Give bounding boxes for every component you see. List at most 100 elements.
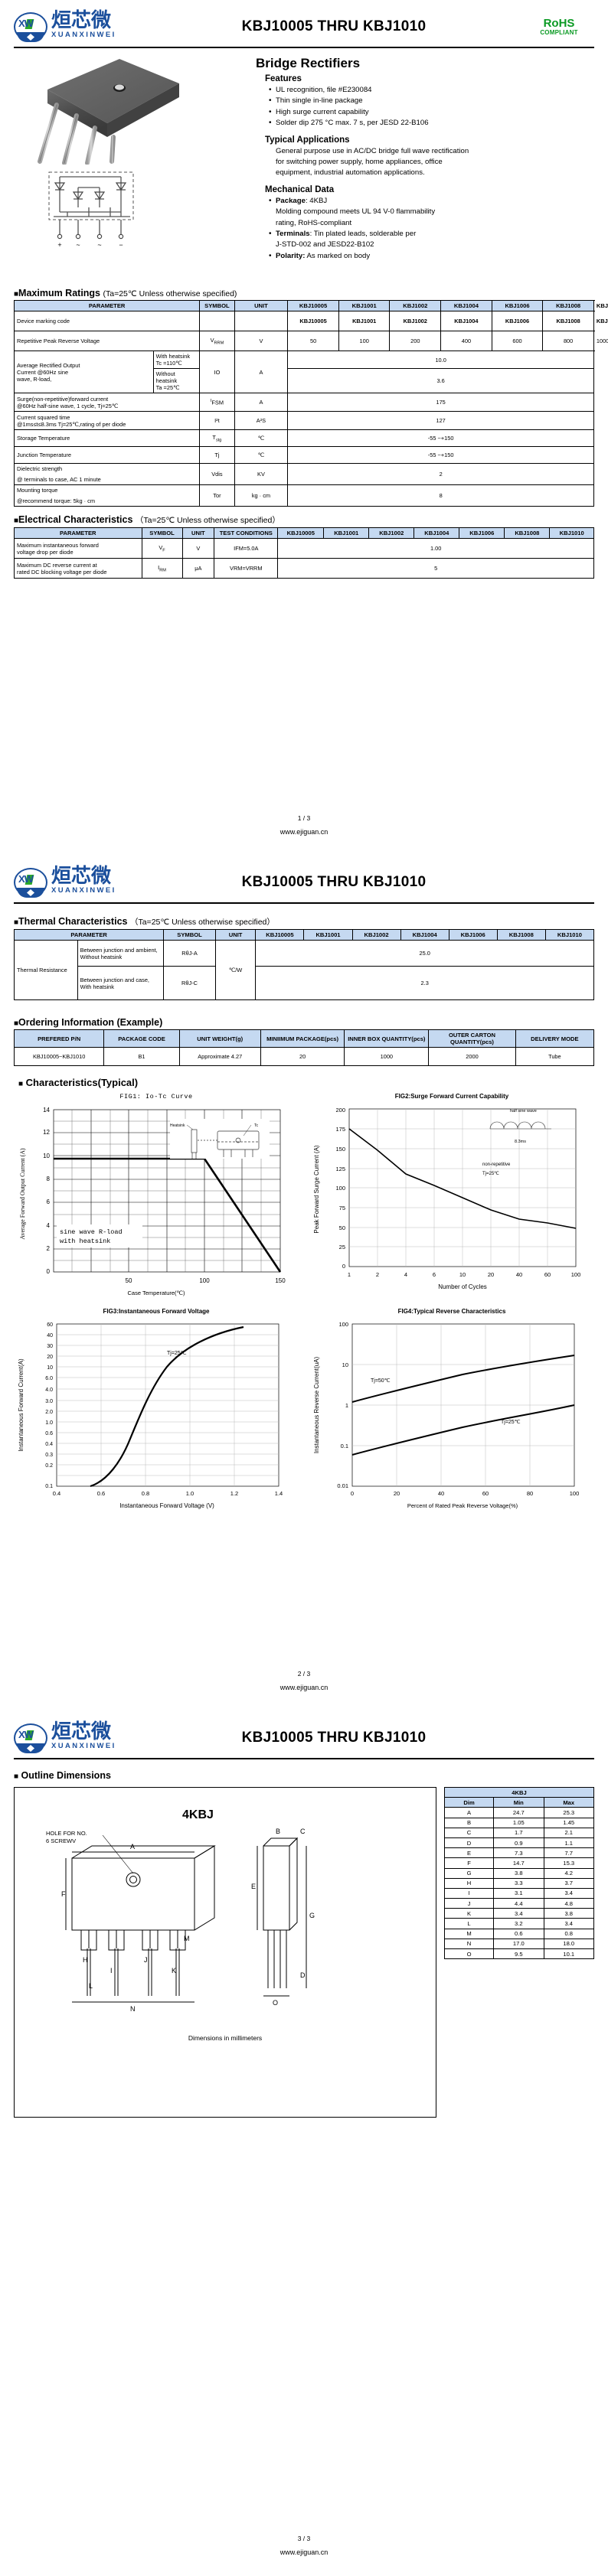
col-kbj10005: KBJ10005 bbox=[277, 527, 325, 540]
page-header-3: XW 烜芯微 XUANXINWEI KBJ10005 THRU KBJ1010 bbox=[14, 1711, 594, 1754]
chart-ylabel: Peak Forward Surge Current (A) bbox=[313, 1145, 320, 1233]
row-condition: With heatsink Tc =110℃ bbox=[152, 351, 201, 370]
table-row: Junction Temperature Tj ℃ -55 ~+150 bbox=[13, 446, 594, 465]
characteristics-label: Characteristics(Typical) bbox=[25, 1077, 139, 1088]
row-param: Junction Temperature bbox=[13, 446, 201, 465]
dim-min: 0.6 bbox=[493, 1928, 544, 1939]
table-row: G 3.8 4.2 bbox=[443, 1867, 595, 1879]
col-symbol: SYMBOL bbox=[199, 300, 235, 312]
table-row: Mounting torque @recommend torque: 5kg ·… bbox=[13, 484, 594, 507]
svg-text:1.0: 1.0 bbox=[186, 1490, 194, 1497]
thermal-title: ■Thermal Characteristics （Ta=25℃ Unless … bbox=[14, 916, 275, 927]
svg-text:4.0: 4.0 bbox=[45, 1387, 53, 1393]
row-symbol: IO bbox=[199, 351, 235, 394]
dim-label-L: L bbox=[89, 1982, 93, 1990]
svg-text:75: 75 bbox=[339, 1205, 345, 1211]
row-symbol: VF bbox=[141, 538, 183, 559]
table-row: Between junction and case, With heatsink… bbox=[15, 966, 594, 1000]
svg-text:100: 100 bbox=[199, 1277, 210, 1284]
outline-drawing: 4KBJ HOLE FOR NO. 6 SCREWV bbox=[14, 1787, 436, 2118]
dim-max: 25.3 bbox=[543, 1807, 595, 1818]
chart-annotation: Tj=25℃ bbox=[482, 1172, 499, 1176]
table-row: B 1.05 1.45 bbox=[443, 1817, 595, 1828]
table-row: Repetitive Peak Reverse Voltage VRRM V 5… bbox=[13, 331, 608, 352]
row-group-label: Thermal Resistance bbox=[14, 940, 78, 1000]
logo-icon: XW bbox=[14, 1723, 49, 1754]
cell-value: 1.00 bbox=[277, 538, 594, 559]
list-item: High surge current capability bbox=[269, 106, 594, 118]
intro-text: Bridge Rectifiers Features UL recognitio… bbox=[244, 56, 594, 268]
svg-text:0.8: 0.8 bbox=[142, 1490, 149, 1497]
row-param: Between junction and ambient, Without he… bbox=[77, 940, 165, 967]
svg-text:150: 150 bbox=[335, 1146, 345, 1153]
footer-url: www.ejiguan.cn bbox=[279, 828, 329, 836]
svg-text:14: 14 bbox=[43, 1107, 50, 1114]
dim-label-N: N bbox=[130, 2005, 136, 2013]
chart-ylabel: Average Forward Output Current (A) bbox=[19, 1148, 26, 1240]
mech-label: Polarity: bbox=[276, 251, 306, 260]
cell-value: 50 bbox=[287, 331, 339, 352]
col-kbj1006: KBJ1006 bbox=[459, 527, 505, 540]
brand-name-cn: 烜芯微 bbox=[51, 1720, 112, 1743]
dim-label-C: C bbox=[300, 1828, 306, 1835]
col-delivery-mode: DELIVERY MODE bbox=[515, 1029, 595, 1048]
table-row: Average Rectified Output Current @60Hz s… bbox=[14, 351, 594, 394]
ordering-title: ■Ordering Information (Example) bbox=[14, 1017, 163, 1028]
svg-text:2: 2 bbox=[376, 1271, 379, 1278]
list-item: Package: 4KBJ bbox=[269, 195, 594, 207]
dim-min: 3.8 bbox=[493, 1867, 544, 1879]
col-unit-weight: UNIT WEIGHT(g) bbox=[178, 1029, 261, 1048]
col-kbj1002: KBJ1002 bbox=[389, 300, 442, 312]
brand-name-cn: 烜芯微 bbox=[51, 9, 112, 32]
mech-value: : 4KBJ bbox=[305, 196, 328, 205]
svg-text:0.1: 0.1 bbox=[341, 1443, 348, 1449]
svg-text:6: 6 bbox=[47, 1198, 51, 1205]
row-unit bbox=[234, 311, 289, 332]
svg-text:+: + bbox=[57, 241, 61, 249]
cell-value: KBJ1002 bbox=[389, 311, 442, 332]
dim-max: 3.8 bbox=[543, 1908, 595, 1919]
hole-note-line2: 6 SCREWV bbox=[46, 1837, 76, 1844]
cond-line: Without heatsink bbox=[155, 370, 178, 385]
svg-text:8: 8 bbox=[47, 1176, 51, 1182]
col-outer-carton-qty: OUTER CARTON QUANTITY(pcs) bbox=[428, 1029, 516, 1048]
header-divider bbox=[14, 1758, 594, 1759]
page-1: XW 烜芯微 XUANXINWEI KBJ10005 THRU KBJ1010 … bbox=[0, 0, 608, 856]
table-header-row: PARAMETER SYMBOL UNIT KBJ10005 KBJ1001 K… bbox=[13, 300, 608, 312]
list-item: for switching power supply, home applian… bbox=[276, 157, 443, 166]
cell-value: KBJ1001 bbox=[338, 311, 391, 332]
brand-name-en: XUANXINWEI bbox=[51, 886, 116, 895]
dim-max: 3.4 bbox=[543, 1887, 595, 1899]
dim-label-F: F bbox=[61, 1890, 66, 1898]
dim-key: H bbox=[443, 1877, 495, 1889]
svg-text:10: 10 bbox=[43, 1153, 50, 1159]
mech-value: : Tin plated leads, solderable per bbox=[309, 229, 417, 238]
chart-annotation: non-repetitive bbox=[482, 1162, 511, 1167]
row-symbol: Tstg bbox=[199, 429, 235, 448]
chart-fig3-svg: 60 40 30 20 10 6.0 4.0 3.0 2.0 1.0 0.6 0.4 0.3 0… bbox=[18, 1322, 283, 1509]
svg-text:40: 40 bbox=[516, 1271, 522, 1278]
table-row: KBJ10005~KBJ1010 B1 Approximate 4.27 20 … bbox=[13, 1047, 595, 1066]
svg-text:10: 10 bbox=[47, 1365, 53, 1371]
param-line: Current squared time bbox=[17, 413, 70, 421]
svg-text:200: 200 bbox=[335, 1107, 345, 1114]
chart-fig4-svg: 100 10 1 0.1 0.01 0 20 40 60 80 100 Percent of … bbox=[313, 1321, 579, 1509]
col-parameter: PARAMETER bbox=[14, 527, 142, 540]
dim-label-G: G bbox=[309, 1912, 315, 1919]
dim-key: B bbox=[443, 1817, 495, 1828]
table-row: A 24.7 25.3 bbox=[443, 1807, 595, 1818]
svg-text:0.4: 0.4 bbox=[45, 1442, 53, 1447]
list-item: Molding compound meets UL 94 V-0 flammab… bbox=[276, 207, 436, 217]
svg-text:100: 100 bbox=[335, 1185, 345, 1192]
dim-table-title: 4KBJ bbox=[444, 1786, 594, 1798]
svg-text:0.6: 0.6 bbox=[97, 1490, 105, 1497]
svg-text:20: 20 bbox=[47, 1355, 53, 1360]
row-symbol: Vdis bbox=[199, 463, 235, 486]
dim-key: L bbox=[443, 1918, 495, 1929]
page-number: 3 / 3 bbox=[297, 2535, 311, 2542]
table-row: Dielectric strength @ terminals to case,… bbox=[13, 463, 594, 486]
page-footer-3: 3 / 3 www.ejiguan.cn bbox=[0, 2535, 608, 2556]
row-condition: IFM=5.0A bbox=[214, 538, 279, 559]
chart-title: FIG3:Instantaneous Forward Voltage bbox=[103, 1308, 210, 1315]
row-symbol: Tor bbox=[199, 484, 235, 507]
